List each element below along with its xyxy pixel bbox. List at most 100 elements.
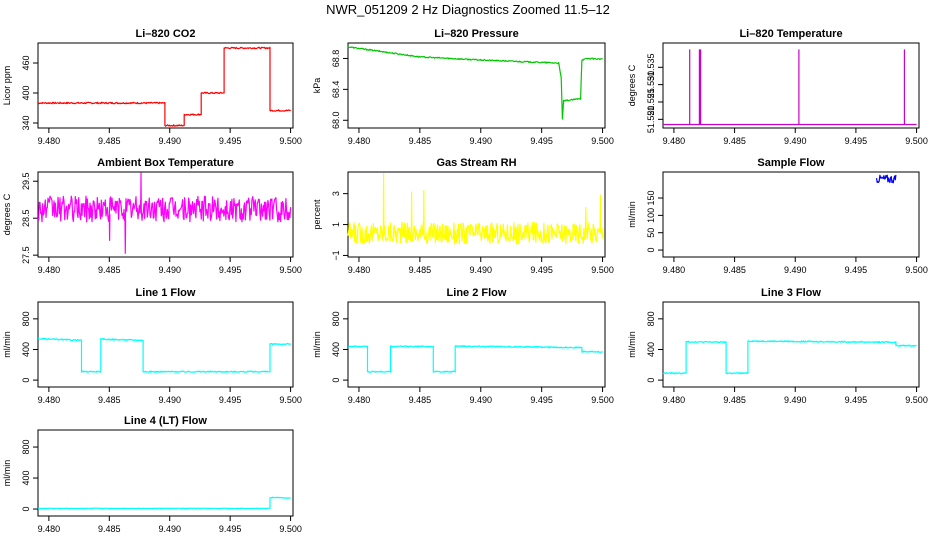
y-axis-label: ml/min [2, 460, 12, 487]
x-tick-label: 9.495 [845, 265, 868, 275]
y-axis-label: percent [312, 199, 322, 230]
x-tick-label: 9.495 [845, 395, 868, 405]
x-tick-label: 9.495 [530, 136, 553, 146]
chart-panel-2: Li–820 Pressure kPa 9.480 9.485 9.490 9.495 9.… [312, 28, 614, 146]
y-tick-label: 51.535 [646, 54, 656, 82]
chart-title: Li–820 Pressure [434, 28, 518, 40]
plot-frame [37, 171, 294, 258]
x-tick-label: 9.495 [219, 395, 242, 405]
chart-title: Li–820 CO2 [136, 28, 196, 40]
chart-panel-10: Line 4 (LT) Flow ml/min 9.480 9.485 9.490 9.4… [2, 415, 302, 534]
x-tick-label: 9.495 [845, 136, 868, 146]
y-axis-label: ml/min [2, 331, 12, 358]
x-tick-label: 9.480 [663, 265, 686, 275]
chart-panel-9: Line 3 Flow ml/min 9.480 9.485 9.490 9.495 9.5… [627, 287, 928, 405]
plot-frame [347, 301, 606, 388]
x-tick-label: 9.480 [38, 265, 61, 275]
y-tick-label: 100 [646, 208, 656, 223]
chart-panel-5: Gas Stream RH percent 9.480 9.485 9.490 9.495… [312, 157, 614, 275]
series-line-rh [347, 172, 604, 245]
x-tick-label: 9.485 [98, 395, 121, 405]
plot-frame [37, 301, 294, 388]
x-tick-label: 9.500 [279, 136, 302, 146]
y-axis-label: ml/min [312, 331, 322, 358]
x-tick-label: 9.480 [663, 395, 686, 405]
y-axis-label: ml/min [627, 201, 637, 228]
x-tick-label: 9.480 [38, 395, 61, 405]
x-tick-label: 9.500 [279, 265, 302, 275]
series-line-temperature [663, 49, 917, 126]
x-tick-label: 9.485 [98, 524, 121, 534]
x-tick-label: 9.490 [158, 524, 181, 534]
x-tick-label: 9.490 [784, 136, 807, 146]
chart-title: Line 1 Flow [136, 287, 196, 299]
y-axis-label: degrees C [2, 193, 12, 235]
series-line-ambient [37, 172, 292, 254]
x-tick-label: 9.480 [38, 524, 61, 534]
x-tick-label: 9.480 [348, 395, 371, 405]
x-tick-label: 9.485 [409, 395, 432, 405]
x-tick-label: 9.495 [219, 136, 242, 146]
x-tick-label: 9.495 [219, 524, 242, 534]
y-tick-label: 28.5 [21, 209, 31, 227]
plot-frame [662, 171, 920, 258]
y-tick-label: 0 [646, 378, 656, 383]
plot-frame [662, 301, 920, 388]
y-tick-label: 68.8 [331, 50, 341, 68]
x-tick-label: 9.500 [591, 395, 614, 405]
x-tick-label: 9.485 [98, 265, 121, 275]
x-tick-label: 9.500 [905, 136, 928, 146]
x-tick-label: 9.490 [784, 395, 807, 405]
x-tick-label: 9.490 [469, 395, 492, 405]
chart-title: Sample Flow [757, 157, 825, 169]
series-line-line-1 [37, 337, 292, 373]
x-tick-label: 9.485 [98, 136, 121, 146]
x-tick-label: 9.500 [591, 265, 614, 275]
y-tick-label: 800 [331, 311, 341, 326]
series-line-line-2 [347, 345, 603, 373]
y-tick-label: 800 [21, 311, 31, 326]
x-tick-label: 9.485 [723, 136, 746, 146]
x-tick-label: 9.485 [409, 265, 432, 275]
y-tick-label: 0 [21, 378, 31, 383]
x-tick-label: 9.485 [723, 395, 746, 405]
y-tick-label: 800 [646, 311, 656, 326]
x-tick-label: 9.500 [279, 395, 302, 405]
y-tick-label: 51.520 [646, 106, 656, 134]
chart-panel-8: Line 2 Flow ml/min 9.480 9.485 9.490 9.495 9.5… [312, 287, 614, 405]
y-tick-label: 29.5 [21, 172, 31, 190]
y-tick-label: 3 [331, 191, 341, 196]
plot-frame [37, 42, 294, 129]
x-tick-label: 9.490 [158, 136, 181, 146]
y-tick-label: 400 [21, 85, 31, 100]
y-tick-label: 68.4 [331, 81, 341, 99]
x-tick-label: 9.480 [38, 136, 61, 146]
x-tick-label: 9.485 [723, 265, 746, 275]
x-tick-label: 9.500 [905, 395, 928, 405]
x-tick-label: 9.495 [219, 265, 242, 275]
y-tick-label: 27.5 [21, 246, 31, 264]
y-tick-label: 51.530 [646, 71, 656, 99]
chart-panel-1: Li–820 CO2 Licor ppm 9.480 9.485 9.490 9.495 9… [2, 28, 302, 146]
y-tick-label: 400 [646, 342, 656, 357]
y-tick-label: 1 [331, 222, 341, 227]
y-tick-label: 340 [21, 115, 31, 130]
x-tick-label: 9.490 [469, 136, 492, 146]
chart-title: Li–820 Temperature [739, 28, 842, 40]
x-tick-label: 9.480 [348, 265, 371, 275]
series-line-line-3 [662, 340, 917, 375]
series-line-co2 [37, 46, 291, 127]
y-tick-label: 800 [21, 440, 31, 455]
y-tick-label: 460 [21, 55, 31, 70]
chart-title: Line 2 Flow [447, 287, 507, 299]
chart-title: Line 4 (LT) Flow [124, 415, 207, 427]
x-tick-label: 9.490 [158, 395, 181, 405]
chart-panel-3: Li–820 Temperature degrees C 9.480 9.485 9.4… [627, 28, 928, 146]
y-tick-label: 51.525 [646, 88, 656, 116]
plot-frame [662, 42, 920, 129]
series-line-pressure [347, 46, 603, 120]
chart-title: Ambient Box Temperature [97, 157, 234, 169]
y-axis-label: ml/min [627, 331, 637, 358]
y-tick-label: 0 [646, 248, 656, 253]
